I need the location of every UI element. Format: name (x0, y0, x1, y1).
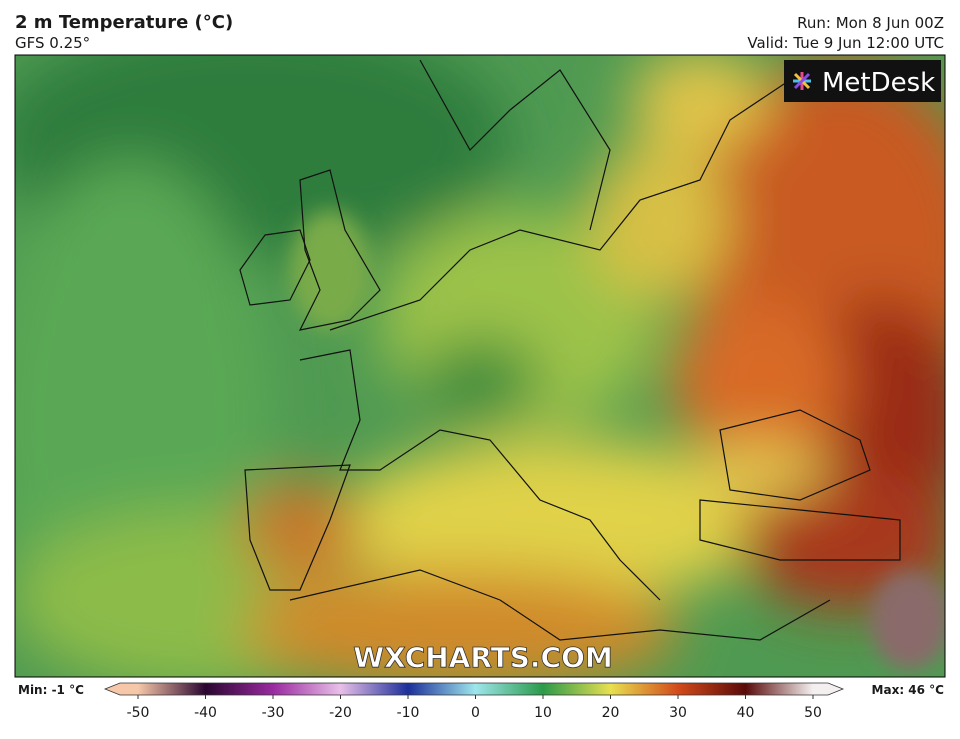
tick-label: -20 (329, 705, 352, 721)
logo: MetDesk (822, 68, 935, 98)
tick-label: 50 (804, 705, 822, 721)
map-frame (14, 54, 946, 678)
logo-icon (793, 72, 811, 90)
tick-label: 40 (737, 705, 755, 721)
tick-label: -50 (127, 705, 150, 721)
title: 2 m Temperature (°C) (15, 12, 233, 33)
map (15, 55, 945, 677)
tick-label: -10 (397, 705, 420, 721)
tick-label: 20 (602, 705, 620, 721)
colorbar-ticks: -50 -40 -30 -20 -10 0 10 20 30 40 50 (127, 695, 822, 721)
tick-label: 30 (669, 705, 687, 721)
tick-label: 10 (534, 705, 552, 721)
watermark: WXCHARTS.COM (353, 641, 613, 674)
tick-label: -30 (262, 705, 285, 721)
tick-label: 0 (471, 705, 480, 721)
tick-label: -40 (194, 705, 217, 721)
min-label: Min: -1 °C (18, 683, 84, 697)
colorbar (103, 682, 845, 696)
max-label: Max: 46 °C (872, 683, 945, 697)
valid-time: Valid: Tue 9 Jun 12:00 UTC (747, 34, 944, 52)
subtitle: GFS 0.25° (15, 34, 90, 52)
run-time: Run: Mon 8 Jun 00Z (797, 14, 944, 32)
